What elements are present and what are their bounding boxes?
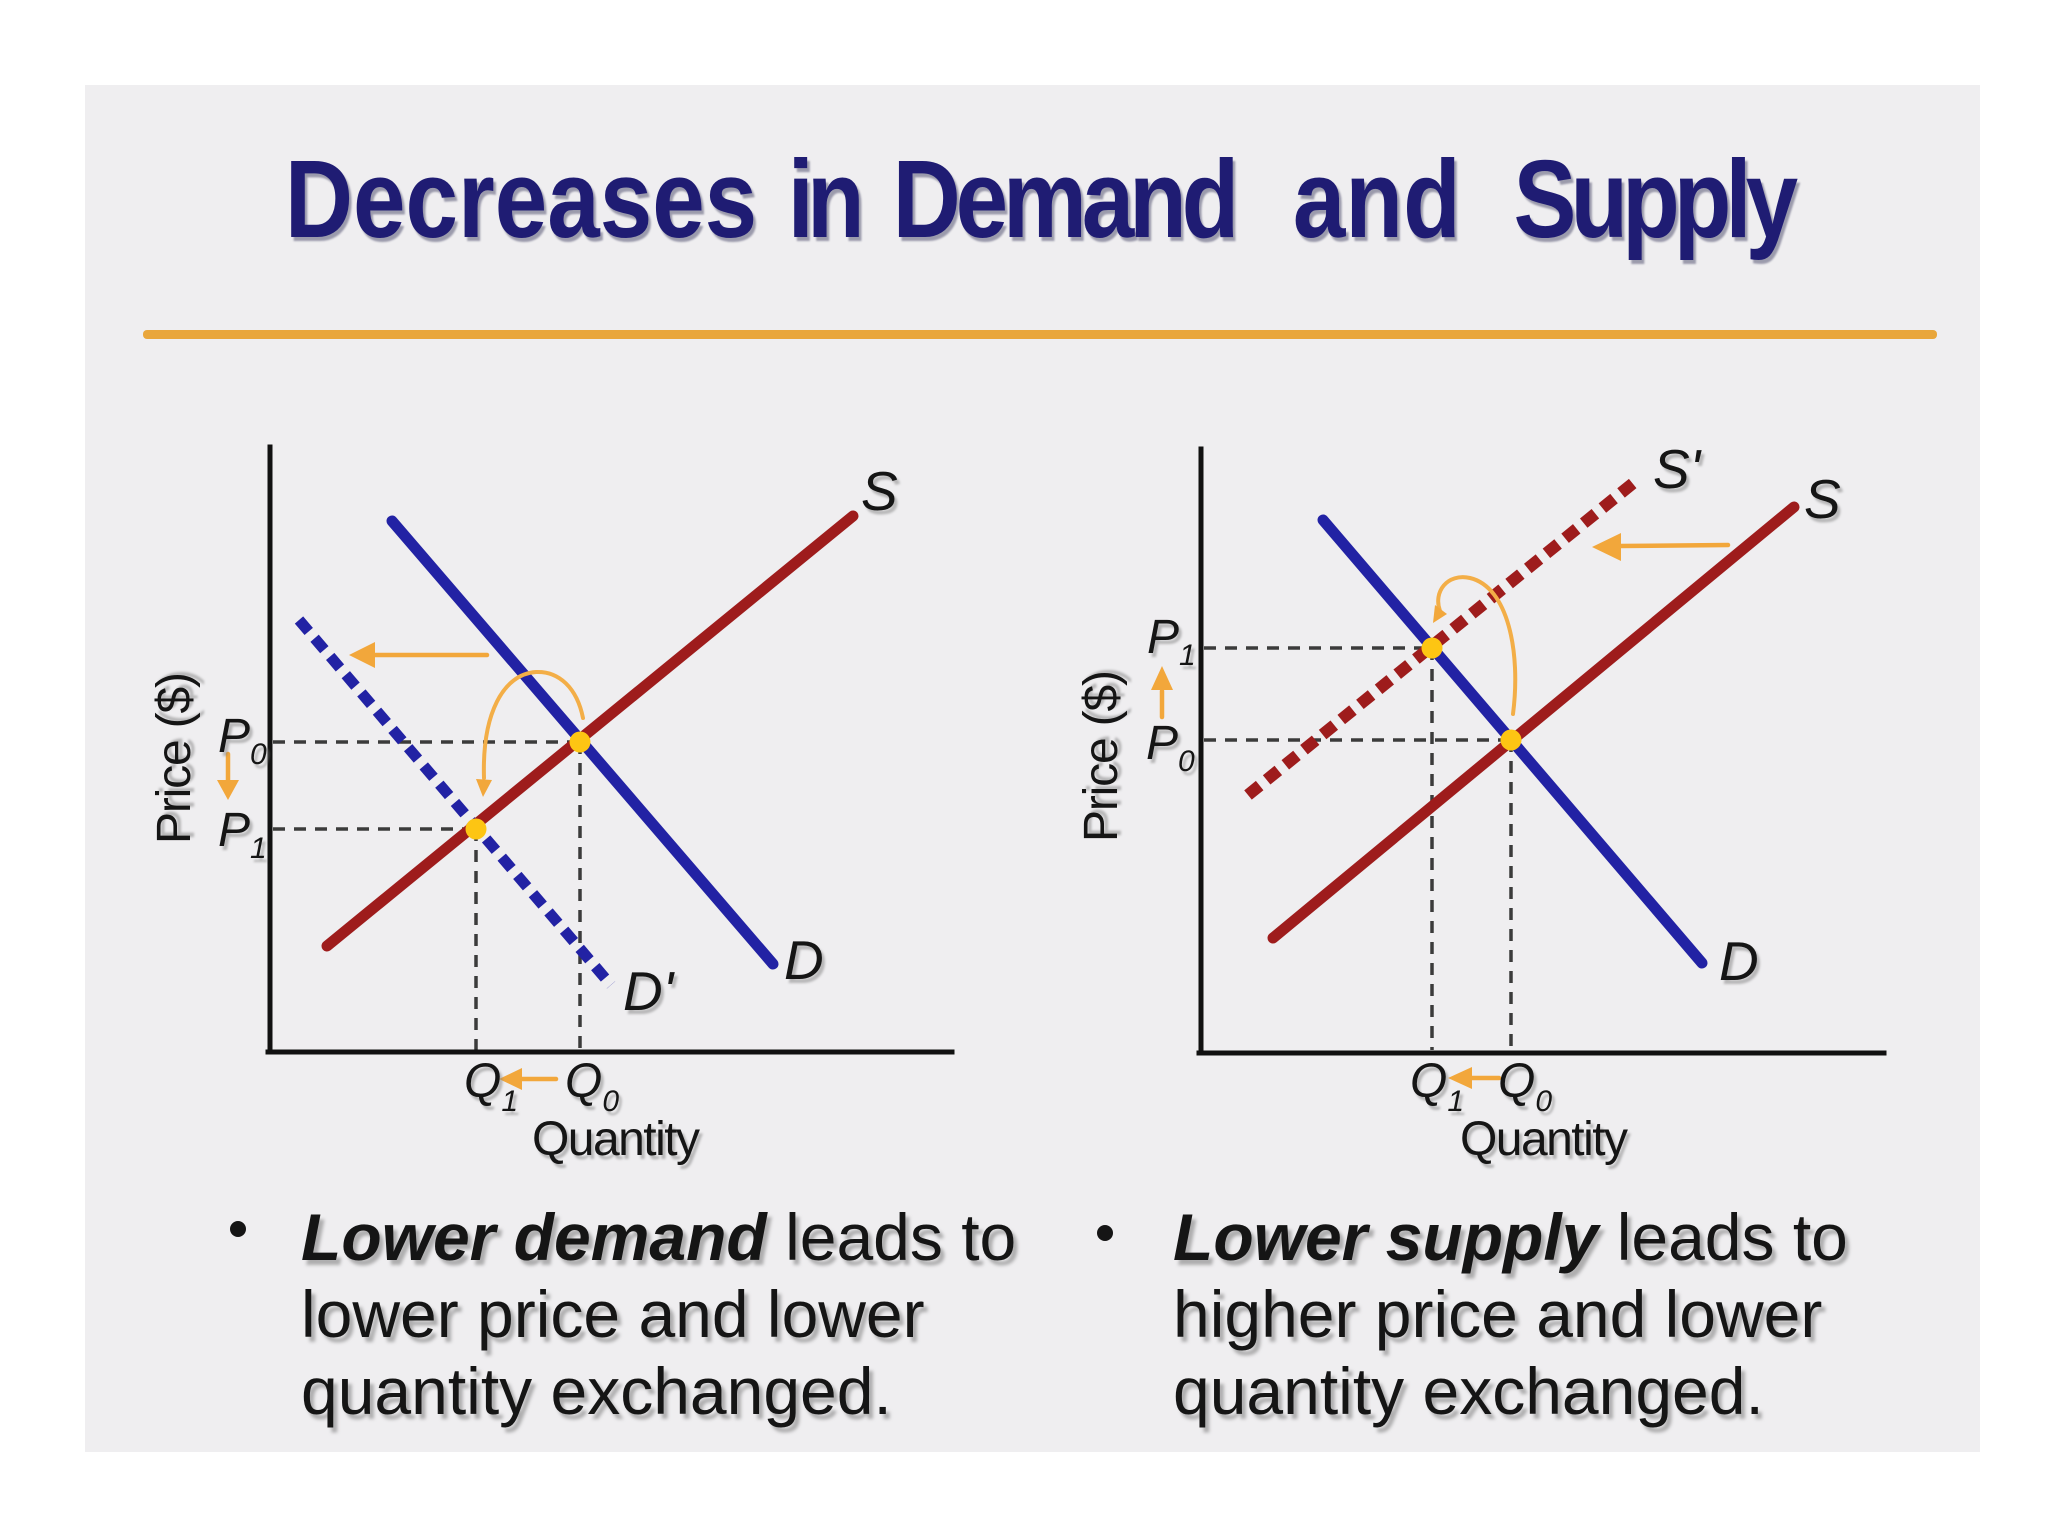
svg-text:D: D bbox=[1719, 930, 1759, 992]
svg-text:Q1: Q1 bbox=[464, 1055, 518, 1118]
svg-text:D': D' bbox=[623, 960, 676, 1022]
svg-text:Price ($): Price ($) bbox=[148, 672, 201, 844]
svg-text:P0: P0 bbox=[1146, 717, 1195, 778]
svg-text:Price ($): Price ($) bbox=[1075, 670, 1128, 842]
svg-text:S: S bbox=[861, 460, 898, 522]
svg-text:Q1: Q1 bbox=[1410, 1055, 1464, 1118]
svg-text:P1: P1 bbox=[218, 804, 267, 865]
svg-text:P0: P0 bbox=[218, 710, 267, 771]
svg-text:D: D bbox=[784, 929, 824, 991]
svg-text:Q0: Q0 bbox=[565, 1055, 619, 1118]
svg-text:Quantity: Quantity bbox=[1460, 1113, 1628, 1166]
svg-text:P1: P1 bbox=[1147, 611, 1196, 672]
svg-text:S': S' bbox=[1653, 438, 1703, 500]
svg-text:Quantity: Quantity bbox=[532, 1113, 700, 1166]
svg-text:Q0: Q0 bbox=[1498, 1055, 1552, 1118]
svg-text:S: S bbox=[1804, 468, 1841, 530]
